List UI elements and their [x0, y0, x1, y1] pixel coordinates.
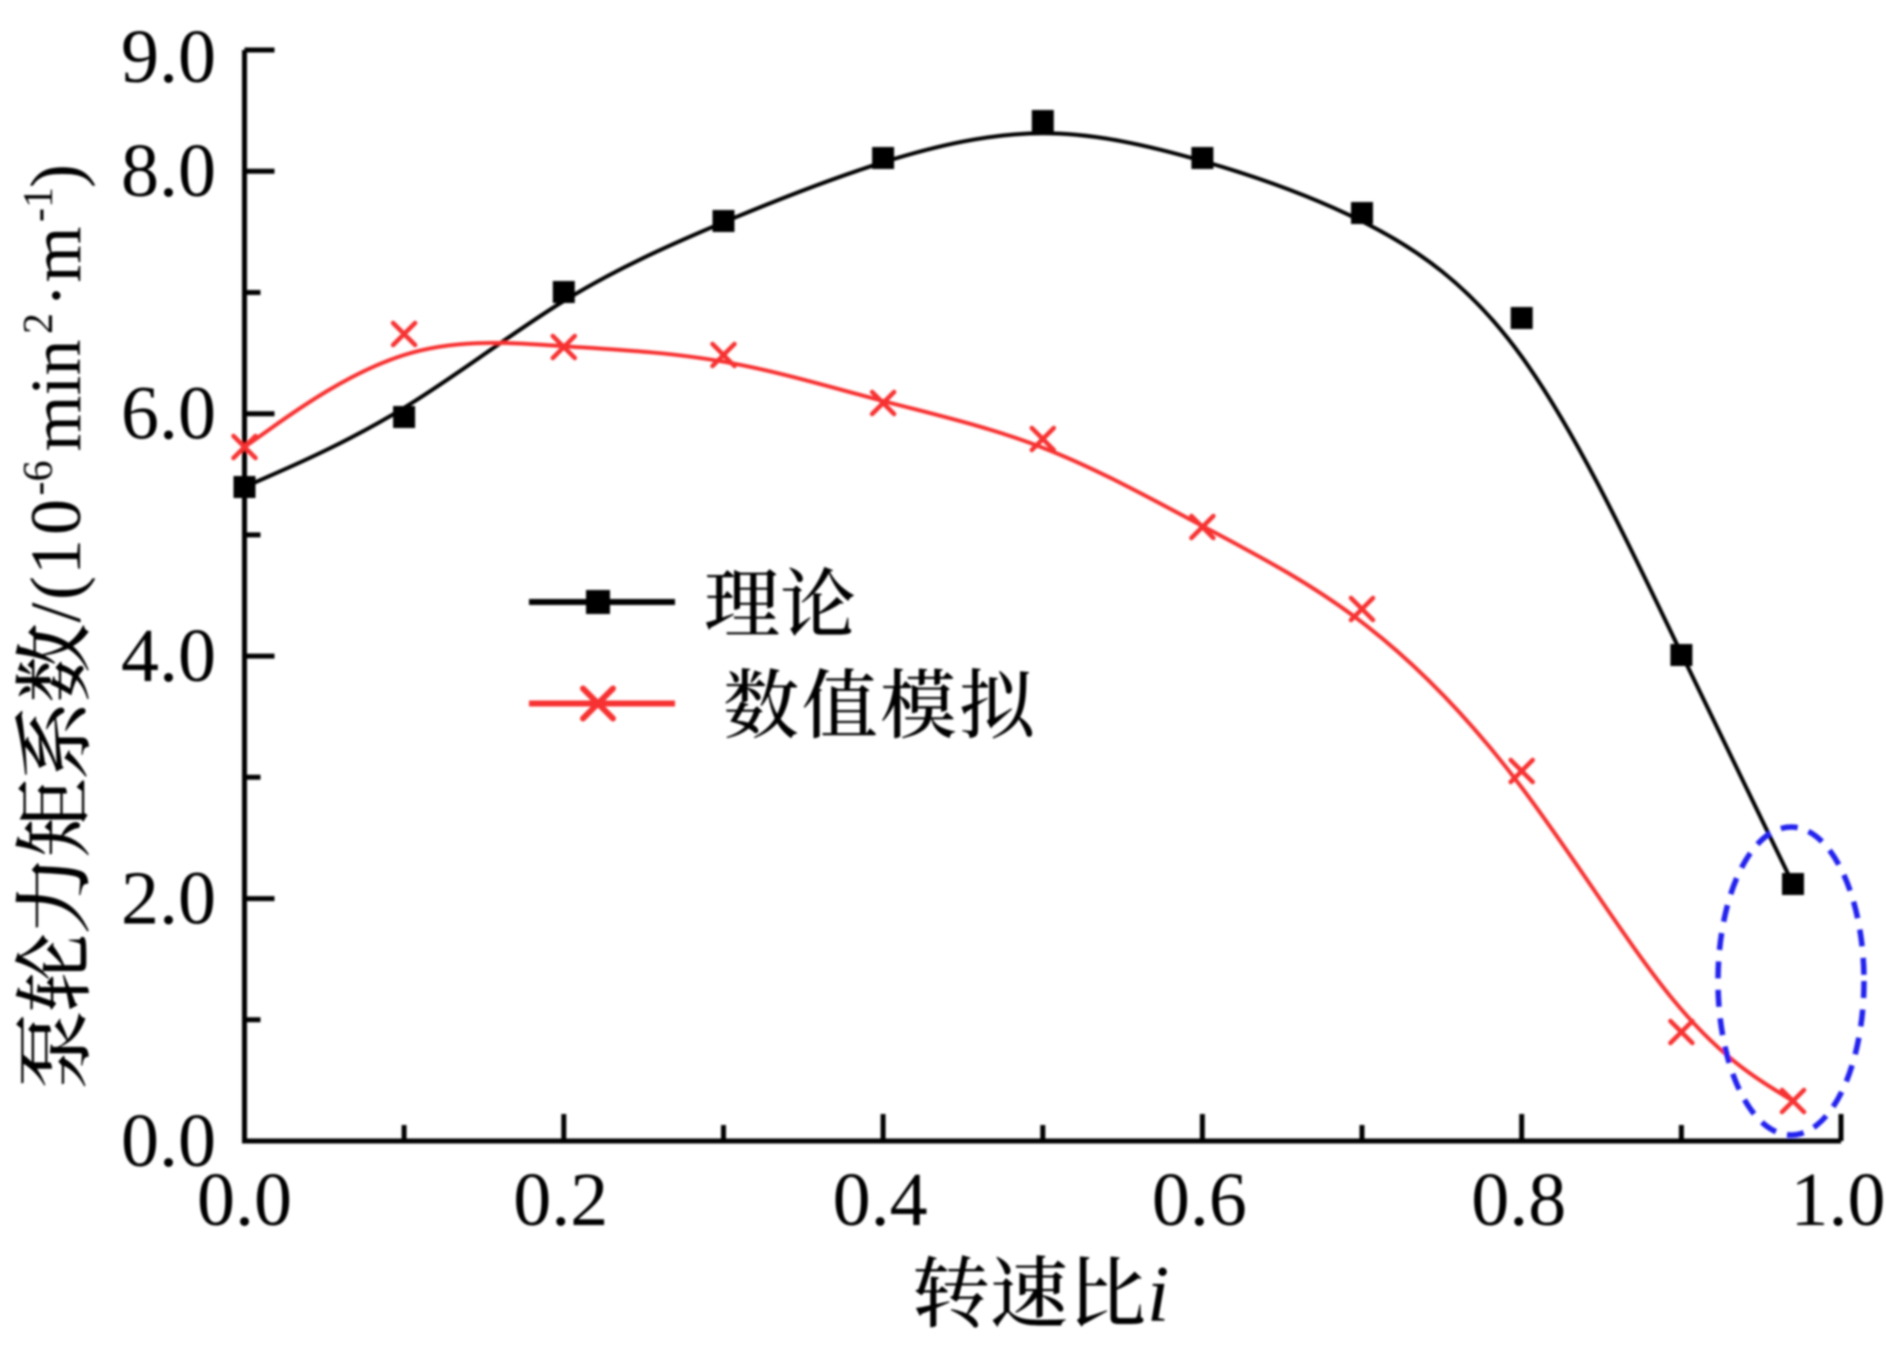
svg-text:0.2: 0.2: [513, 1158, 608, 1242]
svg-text:8.0: 8.0: [121, 129, 216, 213]
svg-text:-6: -6: [16, 461, 62, 496]
svg-text:m: m: [16, 226, 96, 282]
svg-text:1.0: 1.0: [1791, 1158, 1886, 1242]
svg-text:0.4: 0.4: [833, 1158, 928, 1242]
svg-text:0.6: 0.6: [1152, 1158, 1247, 1242]
svg-text:0.0: 0.0: [121, 1099, 216, 1183]
svg-text:min: min: [16, 339, 96, 451]
svg-text:(: (: [16, 576, 96, 600]
svg-text:4.0: 4.0: [121, 614, 216, 698]
svg-text:9.0: 9.0: [121, 15, 216, 99]
svg-text:0: 0: [16, 499, 96, 535]
svg-text:0.8: 0.8: [1471, 1158, 1566, 1242]
svg-text:·: ·: [16, 284, 96, 308]
svg-text:-1: -1: [16, 187, 62, 222]
svg-text:6.0: 6.0: [121, 372, 216, 456]
svg-text:2: 2: [16, 313, 62, 334]
svg-text:0.0: 0.0: [197, 1158, 292, 1242]
svg-text:/: /: [16, 602, 96, 622]
svg-text:2.0: 2.0: [121, 857, 216, 941]
svg-text:1: 1: [16, 539, 96, 575]
svg-text:): ): [16, 164, 96, 188]
svg-text:i: i: [1147, 1251, 1169, 1339]
